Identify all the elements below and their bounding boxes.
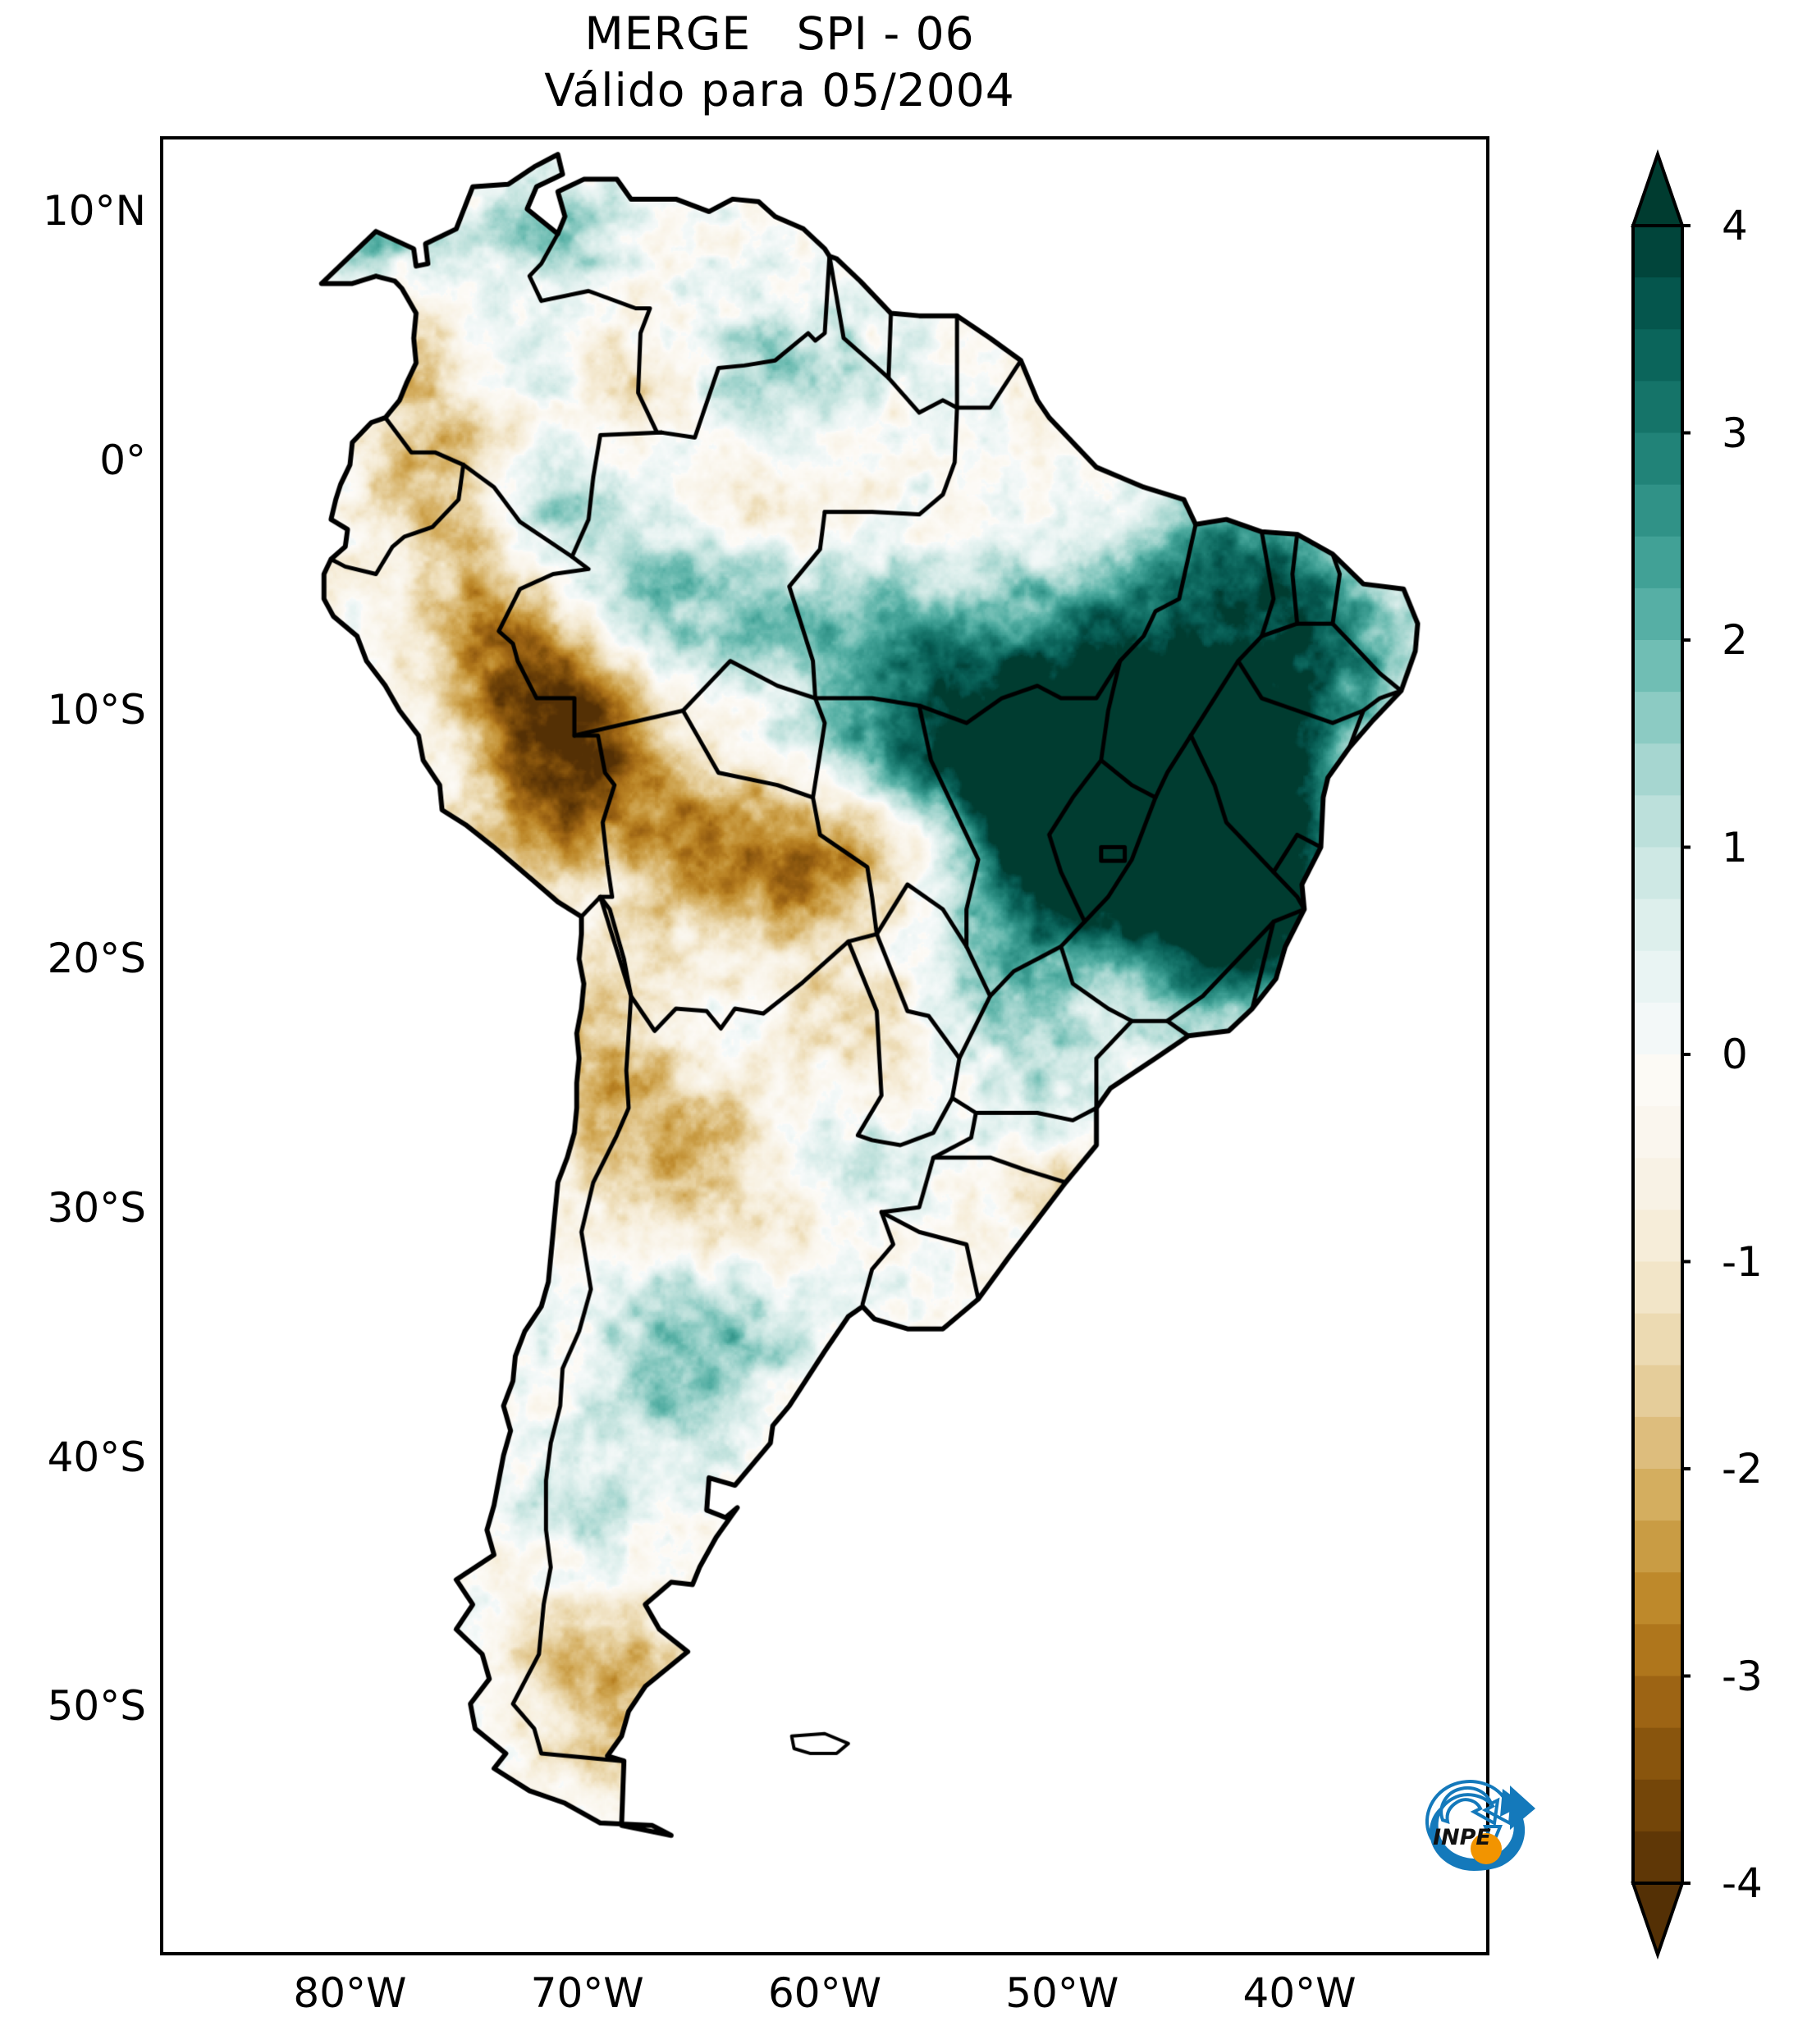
colorbar-tick-label: 3 — [1722, 409, 1748, 457]
ytick-label: 10°N — [42, 187, 146, 235]
inpe-logo: INPE — [1410, 1769, 1537, 1892]
xtick-label: 40°W — [1242, 1969, 1357, 2017]
xtick-label: 60°W — [767, 1969, 882, 2017]
colorbar-tick-label: -4 — [1722, 1859, 1763, 1907]
map-plot-area — [160, 136, 1489, 1955]
ytick-label: 0° — [99, 436, 146, 484]
colorbar-tick-label: 1 — [1722, 823, 1748, 871]
colorbar — [1625, 148, 1690, 1961]
inpe-orange-circle — [1471, 1833, 1502, 1864]
colorbar-tick-label: -3 — [1722, 1652, 1763, 1700]
colorbar-tick-label: 0 — [1722, 1031, 1748, 1078]
ytick-label: 20°S — [47, 935, 146, 983]
spi-heatmap-canvas — [163, 139, 1486, 1952]
page-subtitle: Válido para 05/2004 — [544, 64, 1015, 117]
inpe-wordmark: INPE — [1433, 1825, 1491, 1850]
ytick-label: 40°S — [47, 1433, 146, 1481]
ytick-label: 30°S — [47, 1183, 146, 1232]
ytick-label: 50°S — [47, 1682, 146, 1731]
colorbar-gradient — [1631, 149, 1690, 1960]
page-title: MERGE SPI - 06 — [584, 7, 975, 60]
xtick-label: 80°W — [293, 1969, 407, 2017]
chart-title-block: MERGE SPI - 06 Válido para 05/2004 — [0, 0, 1559, 113]
ytick-label: 10°S — [47, 685, 146, 734]
colorbar-tick-label: 4 — [1722, 202, 1748, 249]
colorbar-tick-label: 2 — [1722, 616, 1748, 664]
colorbar-tick-label: -1 — [1722, 1237, 1763, 1286]
colorbar-tick-label: -2 — [1722, 1445, 1763, 1493]
xtick-label: 50°W — [1005, 1969, 1119, 2017]
xtick-label: 70°W — [530, 1969, 644, 2017]
